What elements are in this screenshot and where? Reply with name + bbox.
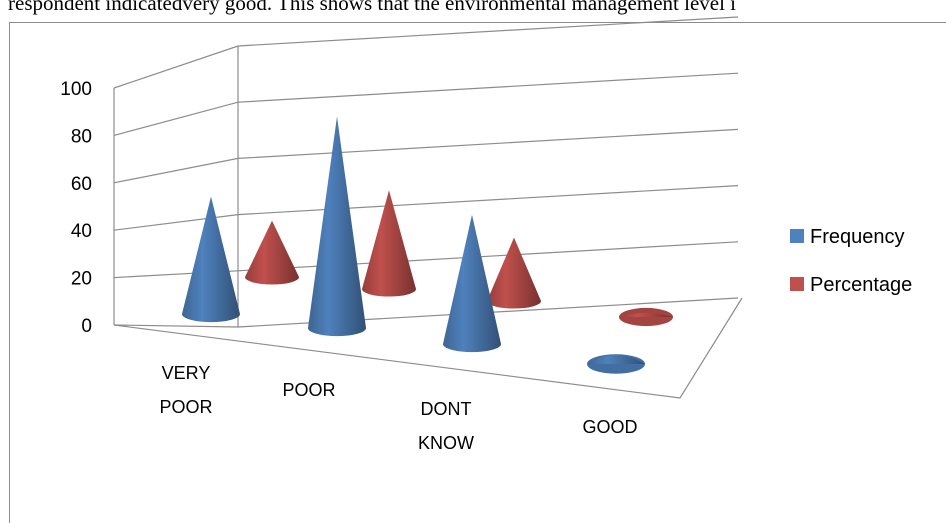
- x-tick-label-very-poor: VERY POOR: [159, 363, 212, 417]
- floor-edge: [113, 297, 743, 399]
- y-tick-label-20: 20: [71, 269, 92, 290]
- legend-swatch-percentage: [790, 277, 804, 291]
- gridline-100: [113, 16, 739, 89]
- header-text: respondent indicatedvery good. This show…: [8, 0, 737, 15]
- chart-walls: [113, 46, 743, 399]
- x-axis-ticks: VERY POOR POOR DONT KNOW GOOD: [159, 363, 637, 453]
- cone-percentage-poor: [362, 190, 416, 297]
- cone-percentage-very-poor: [245, 220, 299, 285]
- cone-frequency-dont-know: [443, 214, 501, 353]
- y-tick-label-80: 80: [71, 126, 92, 147]
- y-tick-label-40: 40: [71, 221, 92, 242]
- cone-percentage-good: [619, 307, 673, 327]
- chart-legend: Frequency Percentage: [790, 226, 912, 296]
- y-tick-label-100: 100: [60, 79, 92, 100]
- y-tick-label-60: 60: [71, 174, 92, 195]
- cone-frequency-very-poor: [182, 196, 240, 323]
- gridline-80: [113, 72, 739, 136]
- chart-cones: [182, 116, 673, 374]
- legend-swatch-frequency: [790, 229, 804, 243]
- cone-frequency-good: [587, 354, 645, 374]
- x-tick-label-poor: POOR: [282, 380, 335, 400]
- cone-chart: 0 20 40 60 80 100 VERY POOR POOR DONT KNOW GOOD Fr…: [60, 16, 912, 453]
- x-tick-label-good: GOOD: [582, 417, 637, 437]
- y-tick-label-0: 0: [81, 316, 92, 337]
- legend-label-percentage: Percentage: [810, 274, 912, 296]
- gridline-60: [113, 128, 739, 184]
- cone-percentage-dont-know: [487, 237, 541, 309]
- x-tick-label-dont-know: DONT KNOW: [418, 399, 474, 453]
- chart-frame: [9, 22, 946, 523]
- y-axis-ticks: 0 20 40 60 80 100: [60, 79, 92, 337]
- cone-frequency-poor: [308, 116, 366, 337]
- legend-label-frequency: Frequency: [810, 226, 905, 248]
